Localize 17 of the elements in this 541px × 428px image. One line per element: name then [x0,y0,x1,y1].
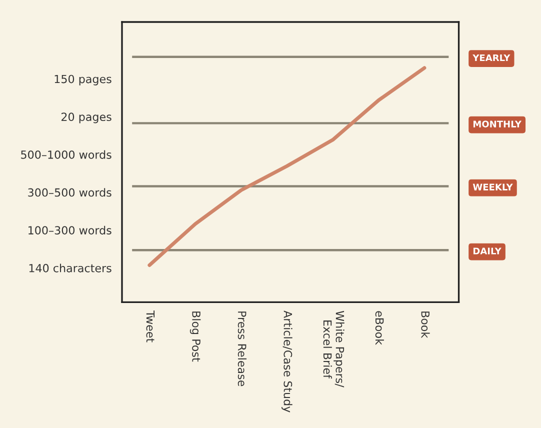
ref-line-label: YEARLY [472,54,510,62]
x-tick-label: Press Release [238,312,247,386]
x-tick-label: White Papers/ Excel Brief [323,310,344,388]
text: 140 characters [29,264,112,272]
ref-line-label: WEEKLY [472,184,513,190]
text: 500–1000 words [21,150,112,159]
text: 100–300 words [28,226,112,235]
x-tick-label: Tweet [146,310,155,342]
x-tick-label: eBook [375,311,384,345]
ref-line-label: DAILY [473,248,502,254]
ref-line-label: MONTHLY [473,120,522,128]
x-tick-label: Book [421,312,430,338]
text: 300–500 words [28,188,112,197]
text: 20 pages [61,112,112,124]
x-tick-label: Article/Case Study [282,310,292,412]
text: 150 pages [54,74,112,86]
x-tick-label: Blog Post [190,312,201,362]
